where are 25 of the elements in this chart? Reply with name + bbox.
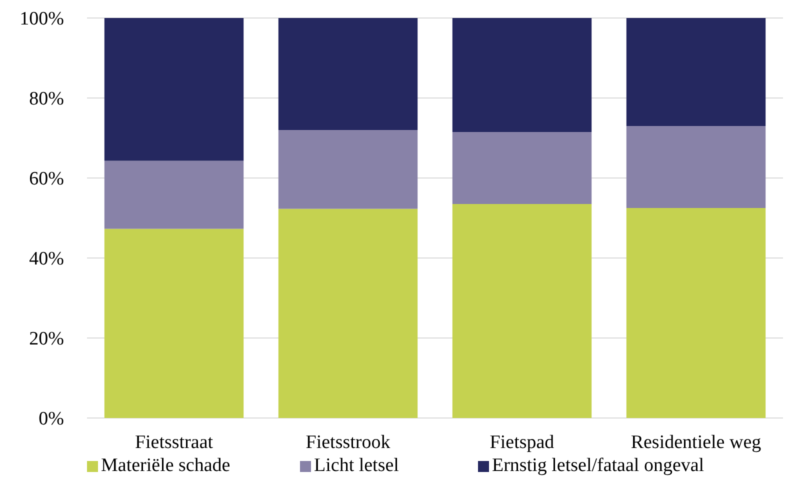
bar [104,160,244,229]
y-tick-label: 40% [29,248,64,270]
x-tick-label: Residentiele weg [630,432,762,453]
bar [104,228,244,418]
legend-label: Materiële schade [101,455,230,476]
y-tick-label: 20% [29,328,64,350]
legend-label: Ernstig letsel/fataal ongeval [492,455,704,476]
y-tick-label: 60% [29,168,64,190]
x-tick-label: Fietsstrook [306,432,391,453]
bar [278,208,418,418]
bar [278,18,418,130]
x-tick-label: Fietspad [490,432,555,453]
bar [626,208,766,418]
bar [104,18,244,161]
y-tick-label: 80% [29,88,64,110]
bar [626,18,766,126]
bar [452,132,592,204]
bar [626,126,766,208]
x-tick-label: Fietsstraat [134,432,214,453]
legend-label: Licht letsel [314,455,399,476]
bar [452,204,592,418]
y-tick-label: 0% [38,408,64,430]
bar [278,130,418,209]
y-tick-label: 100% [20,8,64,30]
bar [452,18,592,132]
